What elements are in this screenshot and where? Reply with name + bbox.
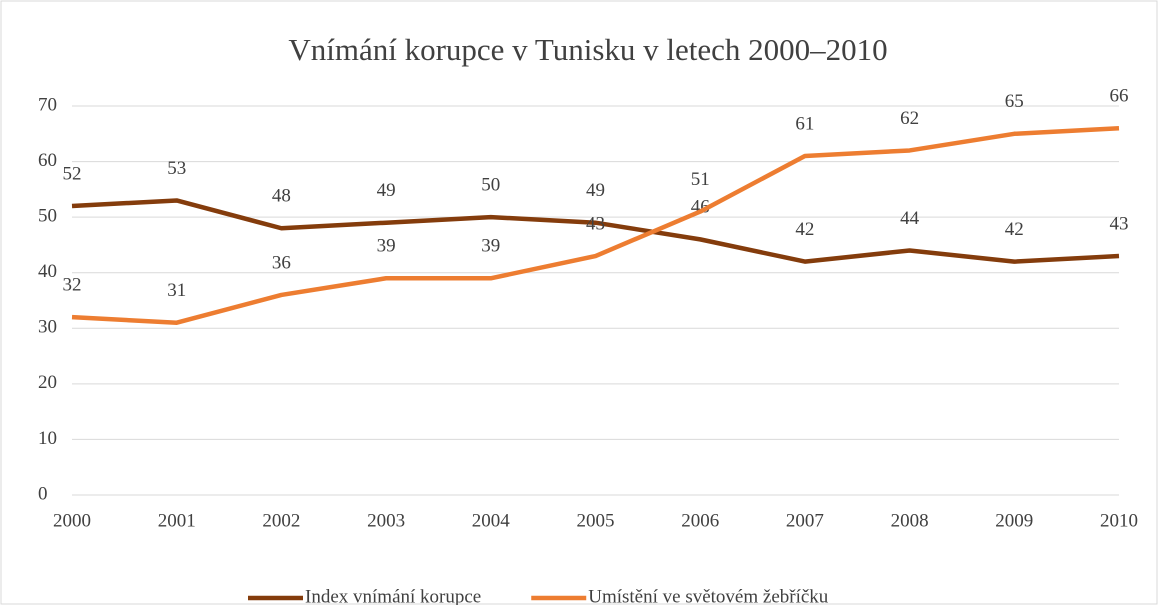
data-label: 39 bbox=[377, 236, 396, 257]
line-series bbox=[71, 198, 1120, 264]
data-label: 49 bbox=[586, 180, 605, 201]
x-tick-label: 2005 bbox=[577, 510, 615, 531]
line-series bbox=[71, 125, 1120, 325]
x-tick-label: 2009 bbox=[995, 510, 1033, 531]
y-tick-label: 60 bbox=[38, 150, 57, 171]
data-label: 43 bbox=[1110, 213, 1129, 234]
x-tick-label: 2006 bbox=[681, 510, 719, 531]
data-label: 32 bbox=[63, 275, 82, 296]
y-tick-label: 0 bbox=[38, 483, 48, 504]
x-tick-label: 2002 bbox=[262, 510, 300, 531]
x-tick-label: 2003 bbox=[367, 510, 405, 531]
legend-label: Umístění ve světovém žebříčku bbox=[588, 586, 829, 605]
y-tick-label: 10 bbox=[38, 428, 57, 449]
data-label: 48 bbox=[272, 186, 291, 207]
y-tick-label: 70 bbox=[38, 94, 57, 115]
data-label: 52 bbox=[63, 163, 82, 184]
data-label: 61 bbox=[795, 113, 814, 134]
chart-title: Vnímání korupce v Tunisku v letech 2000–… bbox=[288, 32, 887, 67]
data-label: 42 bbox=[795, 219, 814, 240]
x-tick-label: 2010 bbox=[1100, 510, 1138, 531]
legend-label: Index vnímání korupce bbox=[305, 586, 481, 605]
data-label: 36 bbox=[272, 252, 291, 273]
data-label: 65 bbox=[1005, 91, 1024, 112]
data-label: 49 bbox=[377, 180, 396, 201]
data-label: 53 bbox=[167, 158, 186, 179]
data-label: 31 bbox=[167, 280, 186, 301]
y-tick-label: 50 bbox=[38, 206, 57, 227]
y-tick-label: 40 bbox=[38, 261, 57, 282]
data-label: 66 bbox=[1110, 86, 1129, 107]
x-tick-label: 2007 bbox=[786, 510, 824, 531]
data-label: 50 bbox=[481, 175, 500, 196]
data-label: 62 bbox=[900, 108, 919, 129]
y-tick-label: 30 bbox=[38, 317, 57, 338]
y-tick-label: 20 bbox=[38, 372, 57, 393]
data-label: 39 bbox=[481, 236, 500, 257]
data-label: 43 bbox=[586, 213, 605, 234]
x-tick-label: 2000 bbox=[53, 510, 91, 531]
x-tick-label: 2004 bbox=[472, 510, 511, 531]
data-label: 42 bbox=[1005, 219, 1024, 240]
data-label: 44 bbox=[900, 208, 920, 229]
data-label: 51 bbox=[691, 169, 710, 190]
x-tick-label: 2001 bbox=[158, 510, 196, 531]
x-tick-label: 2008 bbox=[891, 510, 929, 531]
